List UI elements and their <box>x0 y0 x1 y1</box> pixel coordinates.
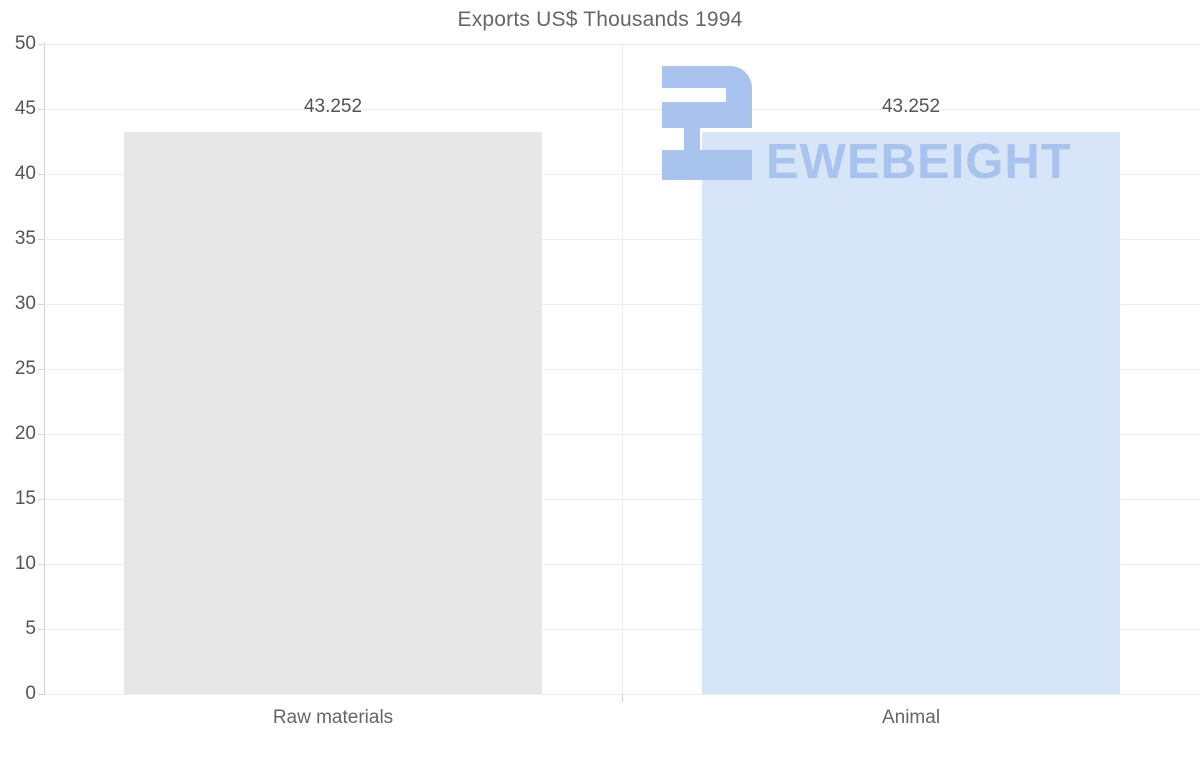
y-axis-tick-label: 25 <box>14 358 36 379</box>
bar-value-label: 43.252 <box>881 95 941 117</box>
x-axis-category-label: Raw materials <box>272 707 394 728</box>
category-separator-gridline <box>622 44 623 694</box>
y-axis-tick-label: 40 <box>14 163 36 184</box>
bar-value-label: 43.252 <box>303 95 363 117</box>
y-axis-tick-label: 50 <box>14 33 36 54</box>
bar[interactable] <box>702 131 1120 694</box>
bar[interactable] <box>124 131 542 694</box>
y-axis-tick-mark <box>38 239 44 240</box>
plot-area <box>44 44 1200 695</box>
y-axis-tick-mark <box>38 174 44 175</box>
y-axis-line <box>44 42 45 695</box>
x-axis-tick-mark <box>622 694 623 702</box>
y-axis-tick-mark <box>38 434 44 435</box>
y-axis-tick-mark <box>38 44 44 45</box>
y-axis-tick-mark <box>38 564 44 565</box>
y-axis-tick-mark <box>38 109 44 110</box>
y-axis-tick-mark <box>38 499 44 500</box>
y-axis-tick-label: 20 <box>14 423 36 444</box>
y-axis-tick-mark <box>38 694 44 695</box>
x-axis-category-label: Animal <box>881 707 941 728</box>
y-axis-tick-label: 15 <box>14 488 36 509</box>
y-axis-tick-mark <box>38 304 44 305</box>
y-axis-tick-label: 35 <box>14 228 36 249</box>
y-axis-tick-label: 5 <box>25 618 36 639</box>
chart-title: Exports US$ Thousands 1994 <box>457 8 743 31</box>
y-axis-tick-label: 10 <box>14 553 36 574</box>
y-axis-tick-mark <box>38 369 44 370</box>
y-axis-tick-mark <box>38 629 44 630</box>
y-axis-tick-label: 30 <box>14 293 36 314</box>
y-axis-tick-label: 0 <box>25 683 36 704</box>
y-axis-tick-label: 45 <box>14 98 36 119</box>
